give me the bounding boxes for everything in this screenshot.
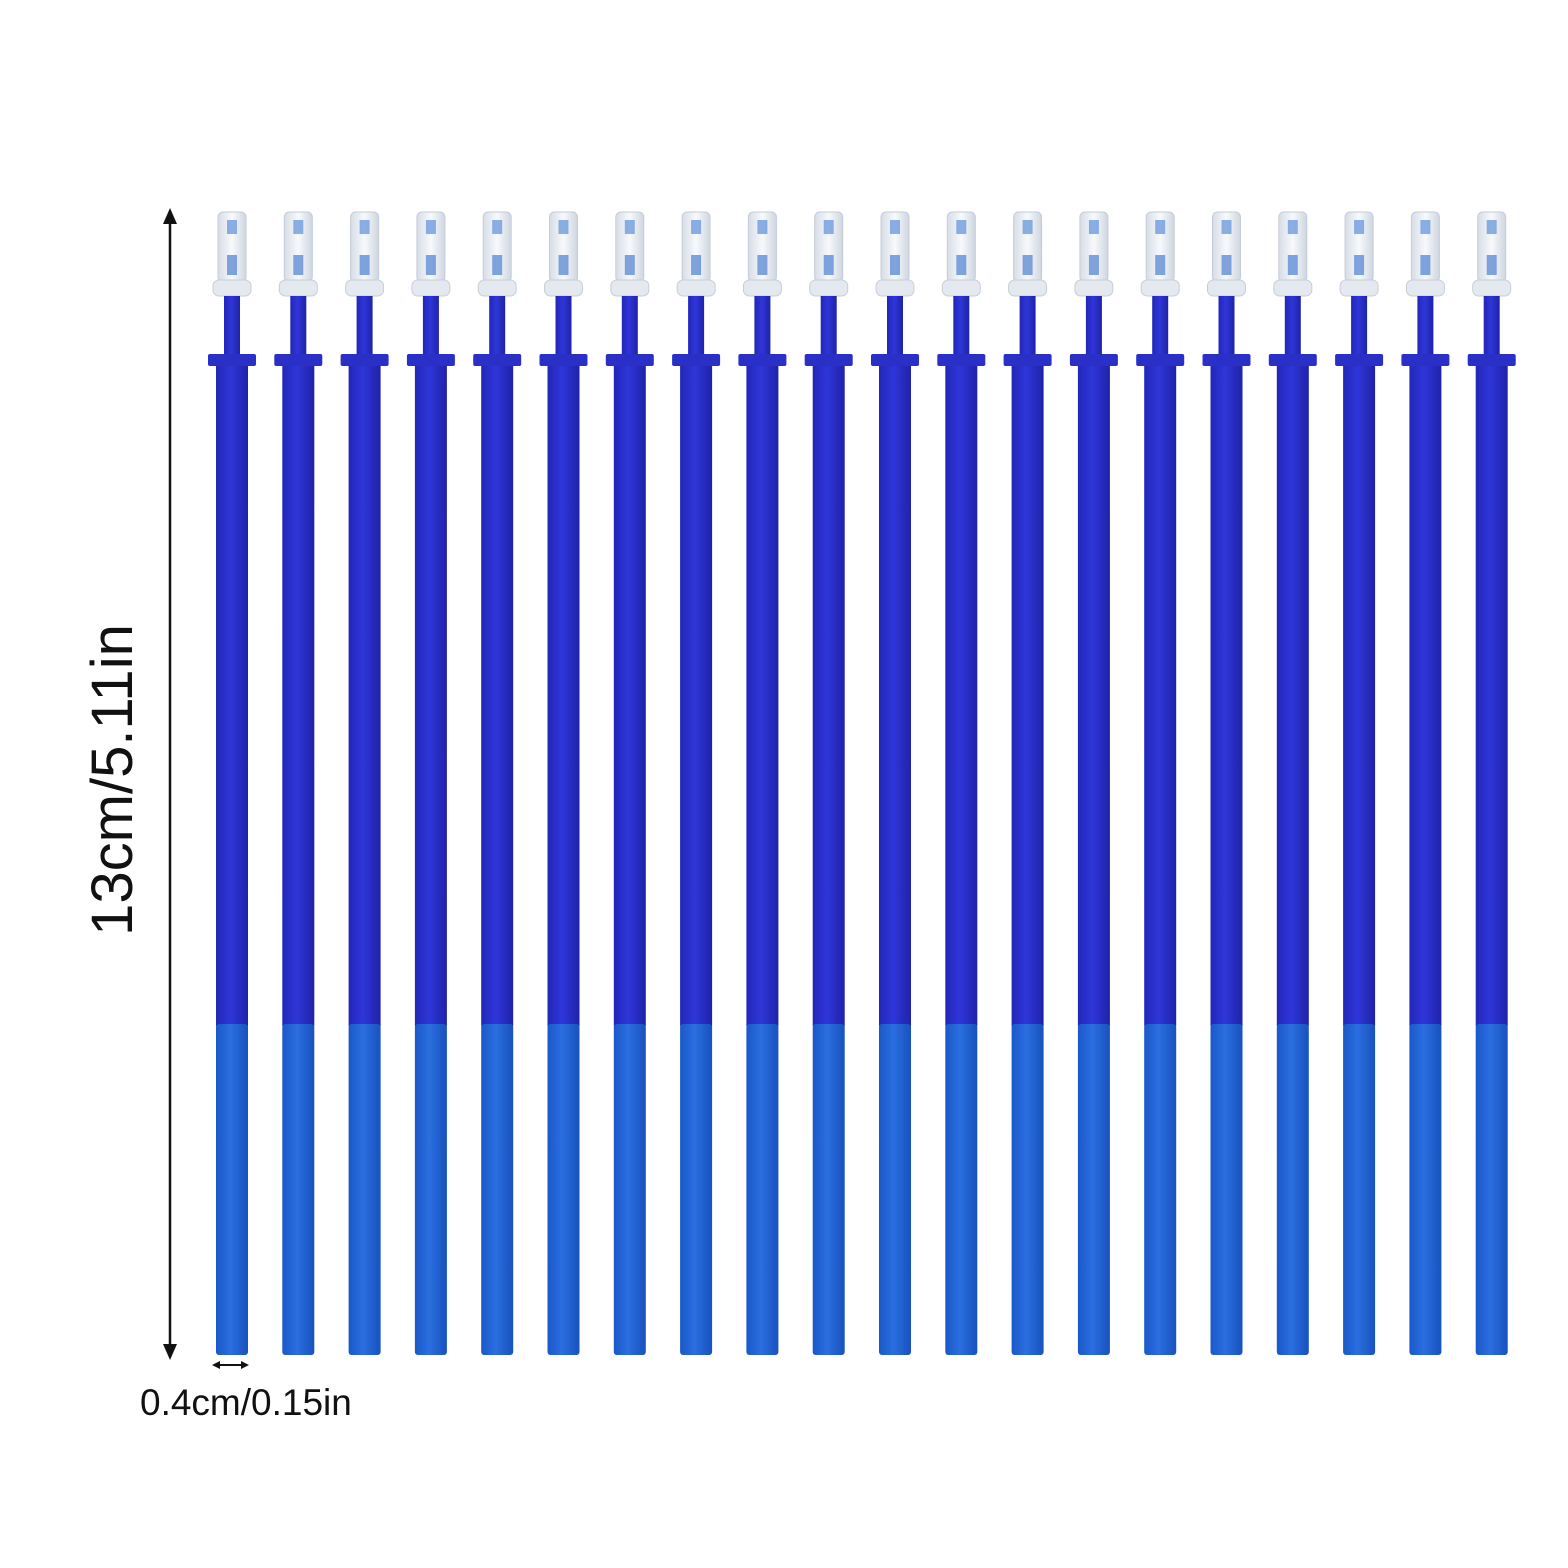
pen-refill <box>273 211 323 1356</box>
length-label: 13cm/5.11in <box>80 624 145 936</box>
pen-refill <box>1467 211 1517 1356</box>
pen-refill <box>1003 211 1053 1356</box>
pen-refill <box>207 211 257 1356</box>
pen-refill <box>671 211 721 1356</box>
pen-refill <box>1202 211 1251 1356</box>
pen-refill <box>1334 211 1384 1356</box>
width-arrow <box>212 1361 249 1369</box>
refills <box>207 211 1517 1356</box>
pen-refill <box>1069 211 1119 1356</box>
pen-refill <box>539 211 588 1356</box>
pen-refill <box>1268 211 1318 1356</box>
pen-refill <box>870 211 920 1356</box>
pen-refill <box>804 211 854 1356</box>
width-label: 0.4cm/0.15in <box>140 1382 352 1423</box>
pen-refill <box>605 211 655 1356</box>
length-arrow <box>163 208 177 1360</box>
pen-refill <box>472 211 522 1356</box>
pen-refill <box>1135 211 1185 1356</box>
pen-refill <box>737 211 787 1356</box>
pen-refill <box>340 211 390 1356</box>
pen-refill <box>1400 211 1450 1356</box>
pen-refill <box>936 211 986 1356</box>
pen-refill <box>406 211 456 1356</box>
